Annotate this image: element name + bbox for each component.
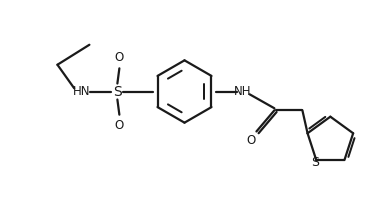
Text: S: S xyxy=(113,85,122,99)
Text: O: O xyxy=(115,52,124,64)
Text: S: S xyxy=(311,156,319,169)
Text: O: O xyxy=(115,119,124,132)
Text: NH: NH xyxy=(234,85,251,98)
Text: HN: HN xyxy=(73,85,90,98)
Text: O: O xyxy=(247,134,256,147)
